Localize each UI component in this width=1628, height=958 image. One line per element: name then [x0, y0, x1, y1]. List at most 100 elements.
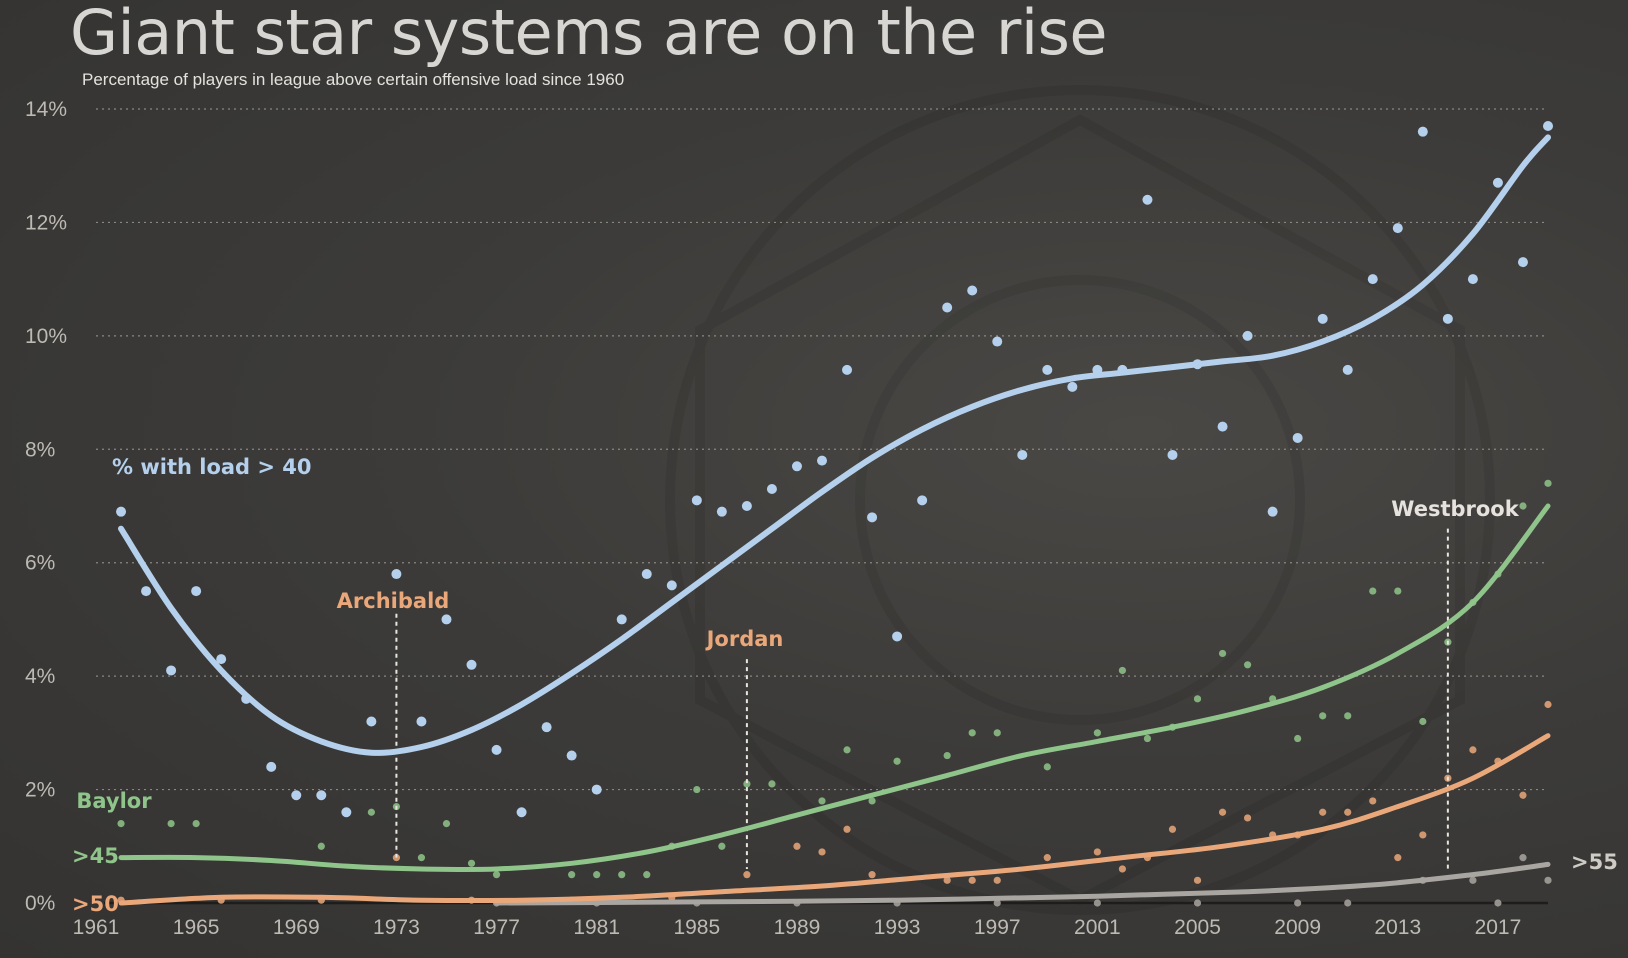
data-point: [1193, 876, 1202, 884]
data-point: [1519, 854, 1527, 862]
data-point: [491, 744, 502, 755]
data-point: [566, 750, 577, 761]
data-point: [1494, 899, 1502, 907]
data-point: [618, 871, 626, 879]
data-point: [842, 364, 853, 375]
data-point: [1118, 865, 1127, 873]
x-tick-label: 1969: [273, 916, 320, 939]
data-point: [993, 899, 1001, 907]
data-point: [192, 820, 200, 828]
series-label-load55: >55: [1571, 850, 1618, 874]
data-point: [1467, 274, 1478, 285]
data-point: [968, 729, 976, 737]
data-point: [216, 654, 227, 665]
x-tick-label: 1961: [73, 916, 120, 939]
data-point: [341, 807, 352, 818]
x-tick-label: 1973: [373, 916, 420, 939]
data-point: [968, 876, 976, 884]
data-point: [1344, 899, 1352, 907]
y-tick-label: 0%: [25, 892, 55, 915]
data-point: [643, 871, 651, 879]
data-point: [392, 854, 401, 862]
data-point: [141, 586, 152, 597]
annotations: Archibald Jordan Westbrook Baylor: [76, 497, 1520, 869]
data-point: [492, 871, 501, 879]
data-point: [417, 854, 426, 862]
data-point: [1369, 587, 1377, 595]
x-tick-label: 2001: [1074, 916, 1121, 939]
data-point: [766, 483, 777, 494]
data-point: [116, 506, 127, 517]
data-point: [741, 501, 752, 511]
x-tick-label: 1965: [173, 916, 220, 939]
data-point: [1093, 899, 1101, 907]
data-point: [791, 461, 802, 472]
x-tick-label: 1981: [573, 916, 620, 939]
trend-line-load40: [118, 134, 1551, 756]
data-point: [593, 871, 601, 879]
x-tick-label: 2009: [1274, 916, 1321, 939]
data-point: [1342, 364, 1353, 375]
y-tick-label: 6%: [25, 552, 55, 575]
data-point: [1193, 695, 1202, 703]
data-point: [391, 569, 402, 580]
data-point: [1242, 330, 1253, 341]
data-point: [1544, 700, 1552, 709]
data-point: [1544, 479, 1552, 487]
data-point: [1344, 808, 1352, 816]
data-point: [1394, 854, 1402, 862]
data-point: [1492, 177, 1503, 188]
grid: 0% 2% 4% 6% 8% 10% 12% 14%: [25, 98, 1548, 915]
data-point: [818, 797, 826, 805]
data-point: [892, 631, 903, 642]
data-point: [1442, 313, 1453, 324]
data-point: [1067, 381, 1078, 392]
data-point: [117, 820, 125, 828]
data-point: [993, 729, 1001, 737]
x-axis: 1961 1965 1969 1973 1977 1981 1985 1989 1993 1997…: [73, 916, 1522, 939]
data-point: [1043, 763, 1051, 771]
data-point: [1143, 734, 1152, 743]
series-label-load50: >50: [72, 892, 119, 916]
data-point: [993, 876, 1001, 884]
data-point: [768, 780, 776, 788]
data-point: [591, 784, 602, 795]
data-point: [1544, 876, 1552, 884]
data-point: [367, 808, 375, 816]
data-point: [1369, 797, 1377, 805]
data-point: [442, 820, 451, 828]
data-point: [568, 871, 576, 879]
data-point: [1543, 121, 1553, 132]
data-point: [166, 665, 177, 676]
x-tick-label: 1977: [473, 916, 520, 939]
annotation-label-westbrook: Westbrook: [1391, 497, 1519, 521]
data-point: [1417, 126, 1428, 137]
x-tick-label: 2005: [1174, 916, 1221, 939]
data-point: [1217, 421, 1228, 432]
y-tick-label: 8%: [25, 438, 55, 461]
data-point: [1267, 506, 1278, 517]
data-point: [716, 506, 727, 517]
data-point: [466, 659, 477, 670]
data-point: [743, 871, 751, 879]
x-tick-label: 1993: [874, 916, 921, 939]
data-point: [641, 569, 652, 580]
data-point: [1243, 814, 1252, 822]
ball-outline: [665, 85, 1495, 915]
data-point: [793, 842, 801, 850]
data-point: [1193, 899, 1202, 907]
series-load40-points: [116, 121, 1553, 818]
data-point: [1294, 899, 1302, 907]
data-point: [291, 790, 302, 801]
series-load50-points: [117, 700, 1552, 904]
data-point: [1319, 712, 1327, 720]
data-point: [1319, 808, 1327, 816]
data-point: [1517, 257, 1528, 268]
data-point: [817, 455, 827, 466]
data-point: [616, 614, 627, 625]
x-tick-label: 1985: [673, 916, 720, 939]
background-ball-motif: [665, 85, 1495, 915]
ball-web: [695, 114, 1465, 906]
data-point: [467, 859, 476, 867]
data-point: [1317, 313, 1328, 324]
